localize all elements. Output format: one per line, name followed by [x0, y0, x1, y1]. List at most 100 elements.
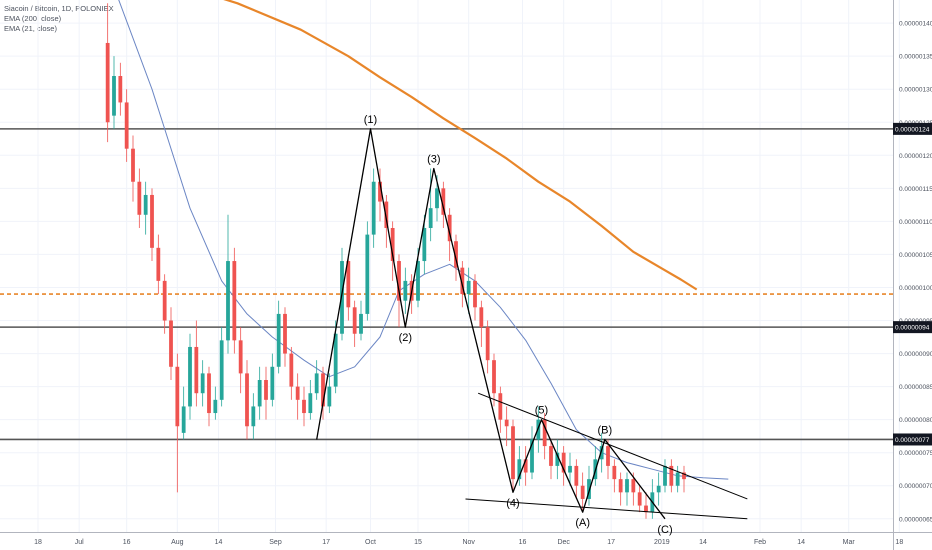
legend-ema21: EMA (21, close) [4, 24, 57, 33]
x-tick-label: Aug [171, 539, 184, 546]
candle-body [555, 452, 560, 466]
candle-body [194, 346, 199, 394]
y-tick-label: 0.00000090 [899, 351, 932, 358]
candle-body [447, 214, 452, 242]
candle-body [599, 446, 604, 460]
candle-body [251, 406, 256, 427]
ema200-line [223, 0, 698, 291]
x-tick-label: 14 [215, 539, 223, 546]
candle-body [644, 505, 648, 513]
y-tick-label: 0.00000140 [899, 21, 932, 28]
candle-body [625, 479, 629, 493]
x-tick-label: Dec [557, 539, 570, 546]
candle-body [511, 426, 515, 480]
candle-body [308, 393, 313, 414]
candle-body [530, 439, 534, 473]
y-tick-label: 0.00000110 [899, 219, 932, 226]
candle-body [276, 313, 281, 367]
candle-body [181, 406, 186, 433]
ema21-line [118, 0, 729, 480]
candle-body [207, 373, 211, 414]
candle-body [485, 327, 490, 361]
price-badge [893, 433, 932, 446]
candle-body [378, 181, 382, 202]
candle-body [587, 479, 591, 499]
candle-body [283, 313, 287, 354]
candle-body [321, 373, 325, 407]
y-tick-label: 0.00000105 [899, 252, 932, 259]
price-badge [893, 321, 932, 334]
candle-body [112, 76, 116, 116]
candle-body [143, 194, 148, 215]
candle-body [574, 465, 579, 486]
candle-body [175, 366, 180, 427]
candle-body [492, 360, 496, 394]
candle-body [346, 261, 351, 308]
candle-body [352, 307, 357, 334]
candle-body [226, 261, 230, 341]
candle-body [302, 399, 306, 414]
candle-body [466, 280, 471, 295]
candle-body [580, 485, 585, 499]
y-tick-label: 0.00000070 [899, 483, 932, 490]
candle-body [238, 340, 243, 374]
x-tick-label: Jul [75, 539, 84, 546]
candle-body [435, 188, 439, 209]
y-tick-label: 0.00000075 [899, 450, 932, 457]
wave-label: (B) [597, 424, 612, 436]
x-tick-label: 18 [34, 539, 42, 546]
x-tick-label: 18 [895, 539, 903, 546]
candle-body [390, 228, 395, 262]
candle-body [479, 307, 484, 328]
candle-body [523, 459, 528, 473]
price-badge-label: 0.00000094 [895, 325, 930, 332]
candle-body [213, 399, 218, 414]
candle-body [371, 181, 376, 235]
x-tick-label: 16 [519, 539, 527, 546]
candle-body [682, 472, 686, 480]
candle-body [441, 188, 446, 215]
candle-body [612, 465, 617, 480]
x-tick-label: 14 [699, 539, 707, 546]
candle-body [137, 181, 142, 215]
candle-body [295, 386, 300, 400]
y-tick-label: 0.00000115 [899, 186, 932, 193]
chart-legend: Siacoin / Bitcoin, 1D, POLONIEX EMA (200… [4, 4, 114, 34]
candle-body [105, 42, 110, 123]
candle-body [289, 353, 294, 387]
y-tick-label: 0.00000120 [899, 153, 932, 160]
candle-body [428, 208, 433, 228]
candle-body [656, 485, 661, 493]
legend-symbol: Siacoin / Bitcoin, 1D, POLONIEX [4, 4, 114, 13]
candle-body [232, 261, 237, 341]
wave-label: (A) [575, 517, 590, 529]
wave-label: (4) [506, 497, 519, 509]
candle-body [118, 76, 123, 103]
y-tick-label: 0.00000100 [899, 285, 932, 292]
candle-body [606, 446, 610, 466]
candle-body [333, 333, 338, 387]
candle-body [460, 267, 465, 295]
x-tick-label: 2019 [654, 539, 670, 546]
candle-body [365, 234, 370, 314]
candle-body [542, 419, 547, 447]
wave-label: (5) [535, 405, 548, 417]
candle-body [473, 280, 477, 308]
candle-body [422, 228, 427, 262]
trendline [477, 392, 748, 500]
candle-body [504, 419, 509, 427]
y-tick-label: 0.00000080 [899, 417, 932, 424]
candle-body [162, 280, 167, 321]
candle-body [637, 492, 642, 506]
candle-body [150, 194, 154, 248]
legend-ema200: EMA (200, close) [4, 14, 62, 23]
x-tick-label: Mar [843, 539, 856, 546]
candle-body [397, 261, 401, 301]
candle-body [188, 346, 192, 407]
y-tick-label: 0.00000065 [899, 516, 932, 523]
candle-body [384, 201, 389, 228]
candle-body [131, 148, 135, 182]
candle-body [169, 320, 173, 367]
candle-body [618, 479, 623, 493]
